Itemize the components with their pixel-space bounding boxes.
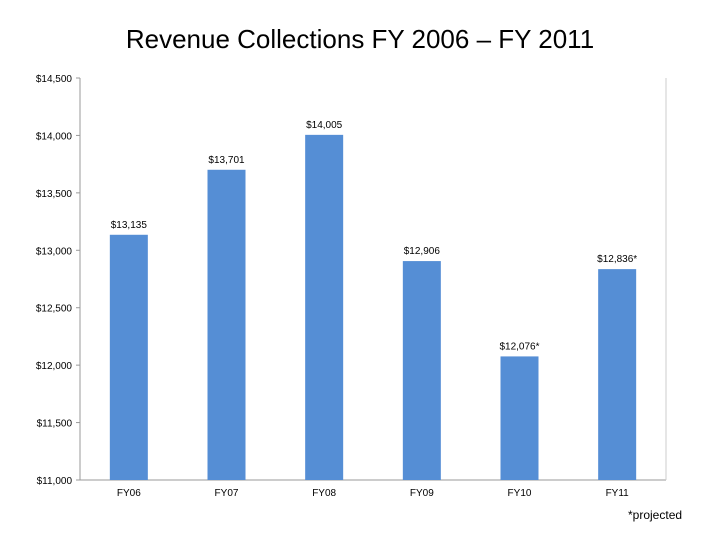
bar-fy07 (207, 169, 246, 480)
y-tick-label: $11,500 (37, 419, 73, 430)
data-labels: $13,135 $13,701 $14,005 $12,906 $12,076* $12,… (111, 120, 638, 353)
data-label-fy11: $12,836* (597, 254, 637, 265)
data-label-fy08: $14,005 (306, 120, 343, 131)
x-tick-label: FY08 (312, 488, 336, 499)
x-tick-label: FY09 (410, 488, 434, 499)
y-tick-label: $14,500 (36, 74, 73, 85)
x-tick-label: FY11 (606, 488, 630, 499)
bar-fy09 (402, 261, 441, 480)
y-tick-label: $13,500 (36, 189, 73, 200)
projected-footnote: *projected (628, 508, 683, 522)
y-axis-tick-labels: $11,000 $11,500 $12,000 $12,500 $13,000 $13,5… (36, 74, 80, 487)
chart-title: Revenue Collections FY 2006 – FY 2011 (125, 24, 595, 54)
y-tick-label: $14,000 (36, 131, 73, 142)
y-tick-label: $13,000 (36, 246, 73, 257)
bar-fy10 (500, 356, 539, 480)
x-axis-tick-labels: FY06 FY07 FY08 FY09 FY10 FY11 (117, 488, 629, 499)
y-tick-label: $11,000 (37, 476, 73, 487)
data-label-fy06: $13,135 (111, 220, 148, 231)
data-label-fy09: $12,906 (404, 246, 441, 257)
x-tick-label: FY10 (508, 488, 532, 499)
y-tick-label: $12,500 (36, 304, 73, 315)
x-tick-label: FY07 (215, 488, 239, 499)
data-label-fy07: $13,701 (208, 155, 245, 166)
x-tick-label: FY06 (117, 488, 141, 499)
bar-fy08 (305, 134, 344, 480)
bar-series (109, 134, 637, 480)
bar-fy06 (109, 234, 148, 480)
data-label-fy10: $12,076* (499, 341, 539, 352)
bar-fy11 (598, 269, 637, 480)
y-tick-label: $12,000 (36, 361, 73, 372)
